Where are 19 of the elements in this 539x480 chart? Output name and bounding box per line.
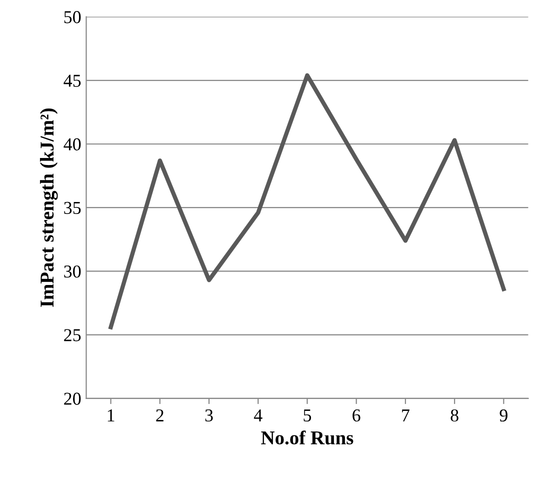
- y-axis-title: ImPact strength (kJ/m²): [40, 108, 58, 307]
- x-axis-title: No.of Runs: [261, 430, 354, 445]
- y-tick-label: 45: [64, 74, 81, 87]
- y-tick-label: 20: [64, 392, 81, 405]
- y-tick-label: 35: [64, 202, 81, 214]
- x-tick-label: 1: [108, 409, 114, 422]
- y-tick-label: 40: [64, 138, 81, 150]
- x-tick-label: 5: [304, 410, 312, 422]
- x-tick-label: 6: [352, 409, 360, 422]
- x-tick-label: 3: [205, 409, 213, 422]
- line-series: [108, 73, 506, 330]
- y-tick-label: 25: [64, 329, 81, 342]
- y-tick-label: 30: [64, 265, 81, 278]
- x-tick-label: 9: [500, 409, 508, 422]
- x-tick-label: 7: [402, 410, 410, 422]
- x-tick-label: 8: [450, 409, 458, 422]
- x-tick-label: 4: [254, 409, 262, 422]
- y-tick-label: 50: [64, 11, 81, 24]
- x-tick-label: 2: [156, 409, 164, 422]
